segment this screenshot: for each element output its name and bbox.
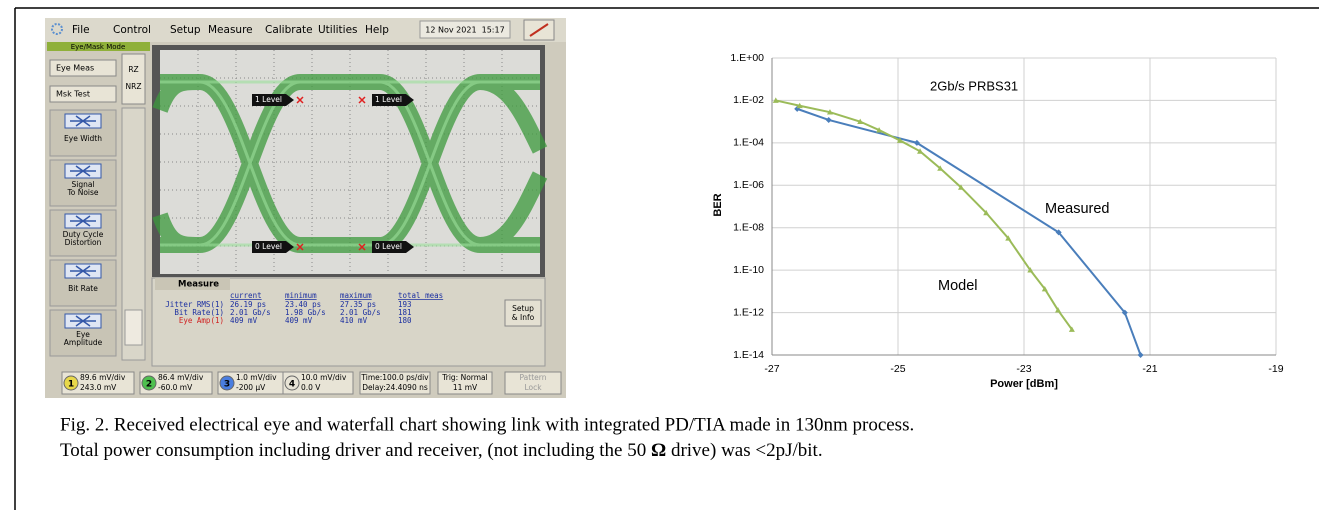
y-tick-label: 1.E-04 (733, 137, 764, 149)
pattern-label: Lock (524, 383, 542, 392)
measure-value: 409 mV (285, 316, 313, 325)
ber-chart: 1.E+00 1.E-02 1.E-04 1.E-06 1.E-08 1.E-10 1.E-… (712, 52, 1284, 390)
datetime: 12 Nov 2021 15:17 (425, 26, 504, 35)
trigger-label: 11 mV (453, 383, 478, 392)
y-tick-label: 1.E-10 (733, 264, 764, 276)
channel-number: 2 (146, 380, 152, 390)
caption-line: Total power consumption including driver… (60, 440, 823, 461)
menu-item: Utilities (318, 24, 358, 36)
y-tick-label: 1.E-08 (733, 221, 764, 233)
measure-header: maximum (340, 291, 372, 300)
side-button-label: Eye Width (64, 134, 102, 143)
timebase-label: Time:100.0 ps/div (360, 373, 429, 382)
menu-item: Calibrate (265, 24, 313, 36)
channel-scale: 10.0 mV/div (301, 373, 347, 382)
side-button-label: Distortion (65, 238, 102, 247)
measure-header: minimum (285, 291, 317, 300)
channel-offset: -200 µV (236, 383, 266, 392)
caption-text: drive) was <2pJ/bit. (666, 440, 822, 461)
menu-item: Measure (208, 24, 253, 36)
data-point (1138, 352, 1144, 358)
x-tick-label: -19 (1268, 363, 1283, 375)
caption-text: Total power consumption including driver… (60, 440, 651, 461)
y-axis-title: BER (712, 193, 724, 216)
side-button-label: To Noise (66, 188, 98, 197)
channel-offset: 0.0 V (301, 383, 321, 392)
y-tick-label: 1.E+00 (730, 52, 764, 64)
side-button-label: Amplitude (64, 338, 103, 347)
level-label: 1 Level (375, 95, 402, 104)
setup-label: Setup (512, 304, 534, 313)
mode-button-label: Msk Test (56, 90, 90, 99)
channel-scale: 89.6 mV/div (80, 373, 126, 382)
level-label: 0 Level (255, 242, 282, 251)
channel-scale: 1.0 mV/div (236, 373, 277, 382)
y-tick-label: 1.E-12 (733, 306, 764, 318)
measure-row-label: Eye Amp(1) (179, 316, 224, 325)
series-line (776, 100, 1072, 329)
side-button-label: Bit Rate (68, 284, 98, 293)
menu-item: Help (365, 24, 389, 36)
measure-header: current (230, 291, 262, 300)
measure-value: 180 (398, 316, 412, 325)
timebase-label: Delay:24.4090 ns (362, 383, 428, 392)
annotation: Measured (1045, 201, 1109, 217)
measure-value: 409 mV (230, 316, 258, 325)
channel-scale: 86.4 mV/div (158, 373, 204, 382)
y-tick-label: 1.E-02 (733, 94, 764, 106)
menu-item: Control (113, 24, 151, 36)
annotation: Model (938, 278, 978, 294)
format-box[interactable] (122, 54, 145, 104)
x-tick-label: -25 (890, 363, 905, 375)
format-label: NRZ (126, 82, 142, 91)
channel-number: 4 (289, 380, 295, 390)
measure-title: Measure (178, 280, 219, 290)
channel-offset: 243.0 mV (80, 383, 117, 392)
data-point (826, 117, 832, 123)
trigger-label: Trig: Normal (441, 373, 487, 382)
measure-value: 410 mV (340, 316, 368, 325)
figure: File Control Setup Measure Calibrate Utilitie… (0, 0, 1319, 510)
pattern-label: Pattern (520, 373, 547, 382)
x-axis-title: Power [dBm] (990, 378, 1058, 390)
menu-item: Setup (170, 24, 201, 36)
x-tick-label: -21 (1142, 363, 1157, 375)
oscilloscope: File Control Setup Measure Calibrate Utilitie… (45, 18, 566, 398)
channel-offset: -60.0 mV (158, 383, 193, 392)
x-tick-label: -27 (764, 363, 779, 375)
measure-header: total meas (398, 291, 443, 300)
x-tick-label: -23 (1016, 363, 1031, 375)
y-tick-label: 1.E-06 (733, 179, 764, 191)
level-label: 0 Level (375, 242, 402, 251)
scroll-thumb[interactable] (125, 310, 142, 345)
level-label: 1 Level (255, 95, 282, 104)
caption-text: Ω (651, 440, 666, 461)
annotation: 2Gb/s PRBS31 (930, 78, 1018, 93)
channel-number: 3 (224, 380, 230, 390)
mode-button-label: Eye Meas (56, 64, 94, 73)
channel-number: 1 (68, 380, 74, 390)
setup-label: & Info (512, 313, 535, 322)
caption-line: Fig. 2. Received electrical eye and wate… (60, 414, 914, 435)
series-line (797, 109, 1140, 355)
mode-label: Eye/Mask Mode (71, 43, 126, 51)
y-tick-label: 1.E-14 (733, 349, 764, 361)
menu-item: File (72, 24, 90, 36)
format-label: RZ (128, 65, 138, 74)
